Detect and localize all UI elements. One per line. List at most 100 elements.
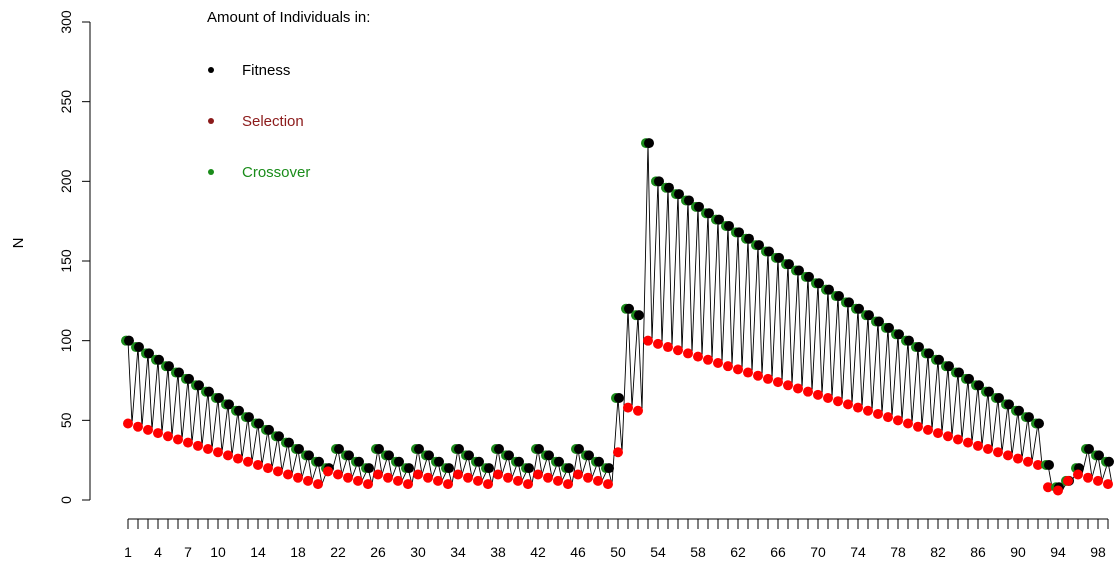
selection-point <box>553 475 563 486</box>
connector-lines <box>127 143 1113 492</box>
fitness-point <box>144 348 154 359</box>
x-tick-label: 74 <box>850 544 866 560</box>
y-axis-label: N <box>10 238 27 249</box>
fitness-point <box>754 240 764 251</box>
selection-point <box>1003 450 1013 461</box>
fitness-point <box>984 386 994 397</box>
fitness-point <box>394 456 404 467</box>
legend-entry: Selection <box>242 113 304 130</box>
selection-point <box>1043 482 1053 493</box>
x-tick-label: 46 <box>570 544 586 560</box>
fitness-point <box>134 342 144 353</box>
selection-point <box>453 469 463 480</box>
fitness-point <box>724 220 734 231</box>
selection-point <box>993 447 1003 458</box>
fitness-point <box>364 463 374 474</box>
selection-point <box>273 466 283 477</box>
legend-entry: Fitness <box>242 62 290 79</box>
selection-point <box>593 475 603 486</box>
fitness-point <box>624 303 634 314</box>
selection-point <box>133 421 143 432</box>
fitness-point <box>604 463 614 474</box>
fitness-point <box>854 303 864 314</box>
selection-point <box>833 396 843 407</box>
fitness-point <box>524 463 534 474</box>
fitness-point <box>354 456 364 467</box>
selection-point <box>903 418 913 429</box>
fitness-point <box>294 444 304 455</box>
fitness-point <box>944 361 954 372</box>
fitness-point <box>184 373 194 384</box>
selection-point <box>823 393 833 404</box>
fitness-point <box>1084 444 1094 455</box>
fitness-point <box>664 182 674 193</box>
selection-point <box>923 424 933 435</box>
fitness-point <box>384 450 394 461</box>
selection-point <box>713 357 723 368</box>
selection-point <box>313 479 323 490</box>
x-tick-label: 78 <box>890 544 906 560</box>
fitness-point <box>584 450 594 461</box>
fitness-point <box>774 252 784 263</box>
fitness-point <box>454 444 464 455</box>
fitness-point <box>634 310 644 321</box>
fitness-point <box>794 265 804 276</box>
fitness-point <box>484 463 494 474</box>
fitness-point <box>894 329 904 340</box>
selection-point <box>873 408 883 419</box>
selection-point <box>533 469 543 480</box>
selection-point <box>863 405 873 416</box>
selection-point <box>1093 475 1103 486</box>
selection-point <box>233 453 243 464</box>
selection-point <box>243 456 253 467</box>
fitness-point <box>204 386 214 397</box>
selection-point <box>203 444 213 455</box>
fitness-point <box>434 456 444 467</box>
legend-marker <box>208 169 214 175</box>
x-tick-label: 58 <box>690 544 706 560</box>
selection-point <box>143 424 153 435</box>
x-tick-label: 26 <box>370 544 386 560</box>
x-tick-label: 82 <box>930 544 946 560</box>
selection-point <box>643 335 653 346</box>
selection-point <box>1033 459 1043 470</box>
fitness-point <box>1094 450 1104 461</box>
fitness-point <box>694 201 704 212</box>
x-tick-label: 22 <box>330 544 346 560</box>
legend-marker <box>208 67 214 73</box>
selection-point <box>1023 456 1033 467</box>
legend: Amount of Individuals in: Fitness Selecti… <box>207 9 370 181</box>
fitness-point <box>474 456 484 467</box>
selection-point <box>573 469 583 480</box>
selection-point <box>853 402 863 413</box>
selection-point <box>373 469 383 480</box>
fitness-point <box>304 450 314 461</box>
selection-point <box>843 399 853 410</box>
selection-point <box>793 383 803 394</box>
fitness-point <box>574 444 584 455</box>
fitness-point <box>924 348 934 359</box>
fitness-point <box>734 227 744 238</box>
selection-point <box>983 444 993 455</box>
fitness-point <box>834 291 844 302</box>
selection-point <box>353 475 363 486</box>
selection-point <box>633 405 643 416</box>
y-tick-label: 50 <box>58 412 74 428</box>
fitness-point <box>644 138 654 149</box>
selection-point <box>1083 472 1093 483</box>
selection-point <box>933 428 943 439</box>
fitness-point <box>874 316 884 327</box>
fitness-point <box>264 424 274 435</box>
selection-point <box>623 402 633 413</box>
selection-point <box>413 469 423 480</box>
selection-point <box>513 475 523 486</box>
fitness-point <box>594 456 604 467</box>
selection-point <box>1103 479 1113 490</box>
legend-entry: Crossover <box>242 164 310 181</box>
fitness-point <box>1104 456 1114 467</box>
selection-point <box>1013 453 1023 464</box>
fitness-point <box>934 354 944 365</box>
fitness-point <box>224 399 234 410</box>
fitness-point <box>864 310 874 321</box>
selection-point <box>673 345 683 356</box>
